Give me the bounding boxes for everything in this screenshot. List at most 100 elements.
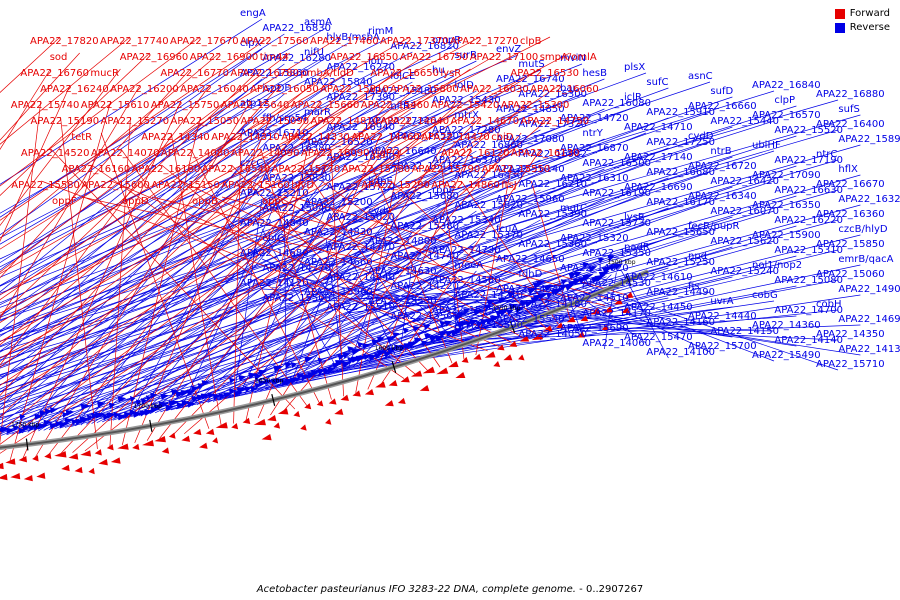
reverse-gene-label: ntrB [710,146,731,157]
reverse-leader-line [0,78,605,318]
forward-leader-line [0,84,421,433]
reverse-gene-label: APA22_15450 [432,305,501,316]
reverse-leader-line [0,81,413,316]
reverse-leader-line [80,162,349,426]
reverse-gene-label: APA22_15910 [646,107,715,118]
reverse-gene-label: APA22_16280 [262,53,331,64]
reverse-gene-arrow [351,348,362,356]
forward-gene-label: APA22_16650 [370,68,439,79]
forward-leader-line [170,132,222,427]
reverse-gene-arrow [341,361,352,368]
reverse-gene-label: APA22_16170 [646,197,715,208]
forward-gene-arrow [68,453,79,460]
reverse-gene-arrow [12,424,20,432]
forward-leader-line [0,52,360,301]
reverse-gene-arrow [376,336,385,343]
reverse-leader-line [516,312,605,320]
tick-mark [509,321,516,333]
reverse-leader-line [160,222,647,413]
reverse-gene-arrow [55,420,63,428]
forward-gene-label: APA22_17270 [450,36,519,47]
reverse-gene-arrow [94,412,107,419]
reverse-leader-line [0,66,391,286]
reverse-leader-line [0,75,455,306]
forward-gene-label: APA22_16770 [160,68,229,79]
reverse-gene-arrow [383,351,394,358]
reverse-gene-label: fis [688,281,700,292]
reverse-leader-line [0,159,839,405]
reverse-gene-arrow [392,332,400,339]
forward-gene-arrow [18,455,28,463]
reverse-gene-label: emrB/qacA [838,254,893,265]
forward-leader-line [461,180,559,325]
forward-gene-label: APA22_14340 [141,132,210,143]
forward-gene-arrow [44,452,52,460]
reverse-leader-line [486,323,839,341]
forward-gene-arrow [461,356,469,363]
reverse-leader-line [261,228,339,371]
reverse-leader-line [0,111,413,368]
reverse-leader-line [0,90,477,333]
reverse-gene-label: APA22_17140 [624,152,693,163]
forward-leader-line [0,36,131,145]
reverse-gene-label: mviN [560,53,586,64]
reverse-gene-label: APA22_15240 [710,266,779,277]
forward-gene-label: APA22_16750 [400,52,469,63]
forward-gene-label: hlyD [291,180,314,191]
forward-gene-arrow [273,422,281,429]
reverse-leader-line [540,274,612,341]
forward-gene-arrow [601,324,609,331]
forward-leader-line [81,196,594,311]
reverse-gene-arrow [187,401,196,408]
reverse-leader-line [0,126,733,378]
forward-leader-line [0,36,341,250]
reverse-gene-arrow [129,409,137,417]
reverse-leader-line [32,156,391,432]
reverse-gene-arrow [253,373,264,380]
reverse-gene-label: APA22_14170 [582,308,651,319]
reverse-gene-label: APA22_15210 [240,188,309,199]
forward-gene-label: APA22_15290 [361,180,430,191]
reverse-gene-arrow [486,299,497,306]
tick-mark [25,438,29,451]
forward-gene-arrow [400,376,410,383]
forward-gene-label: oppF [52,196,77,207]
reverse-gene-label: APA22_16840 [752,80,821,91]
reverse-gene-label: APA22_14220 [390,281,459,292]
forward-gene-label: APA22_15160 [221,180,290,191]
forward-gene-arrow [215,422,228,429]
forward-gene-arrow [325,418,332,425]
forward-leader-line [0,68,331,346]
forward-leader-line [0,84,351,418]
forward-gene-arrow [212,437,219,444]
reverse-gene-arrow [158,401,170,408]
reverse-gene-arrow [150,392,158,399]
forward-gene-label: smpA/omlA [540,52,597,63]
forward-leader-line [121,116,201,446]
forward-gene-arrow [5,458,16,465]
reverse-leader-line [0,159,541,433]
forward-gene-arrow [199,442,208,449]
legend-forward: Forward [834,7,890,21]
forward-gene-label: APA22_15610 [81,100,150,111]
reverse-gene-arrow [582,262,589,269]
forward-gene-label: APA22_15550 [482,164,551,175]
reverse-gene-arrow [454,328,466,335]
reverse-leader-line [0,42,349,245]
reverse-gene-label: APA22_16880 [816,89,885,100]
reverse-leader-line [0,135,797,385]
forward-leader-line [0,36,481,296]
reverse-gene-label: APA22_14490 [646,287,715,298]
reverse-leader-line [576,288,711,353]
reverse-gene-arrow [0,433,2,434]
forward-leader-line [0,68,261,317]
reverse-gene-label: APA22_16720 [688,161,757,172]
forward-gene-label: APA22_14520 [21,148,90,159]
reverse-gene-label: APA22_15890 [838,134,900,145]
caption-organism: Acetobacter pasteurianus IFO 3283-22 DNA… [256,584,576,595]
reverse-gene-label: APA22_16390 [326,152,395,163]
reverse-leader-line [435,324,861,342]
reverse-gene-arrow [129,395,136,403]
reverse-gene-arrow [335,360,347,367]
reverse-gene-label: rimM [368,26,393,37]
